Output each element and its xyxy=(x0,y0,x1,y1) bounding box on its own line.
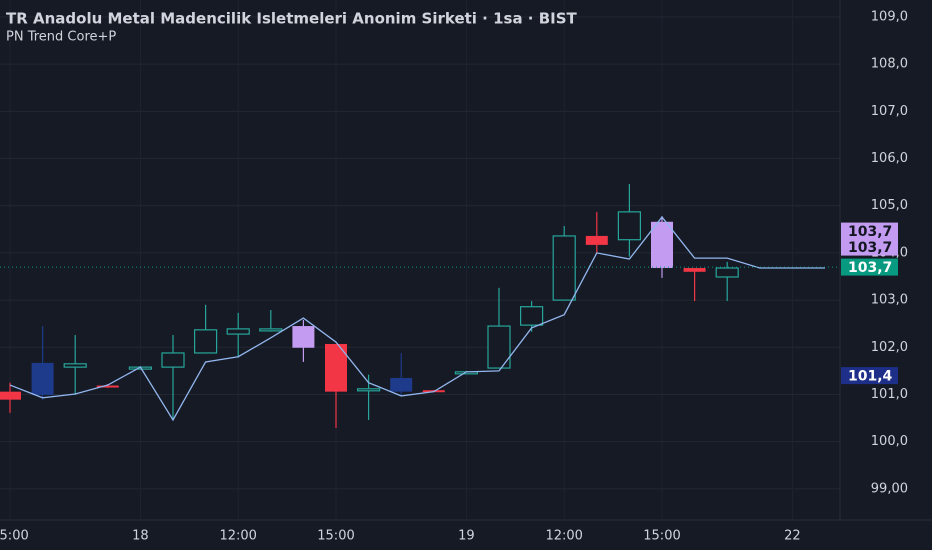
price-tag-label: 101,4 xyxy=(848,369,893,385)
candle-body xyxy=(357,388,381,392)
axis: 99,00100,0101,0102,0103,0104,0105,0106,0… xyxy=(0,9,908,543)
price-tag-label: 103,7 xyxy=(848,224,892,240)
candle-body xyxy=(651,221,673,269)
y-tick-label: 108,0 xyxy=(871,57,908,72)
candle-body xyxy=(226,328,250,335)
candle-body xyxy=(63,363,87,368)
x-tick-label: 12:00 xyxy=(219,529,256,544)
candle-body xyxy=(552,235,576,301)
grid xyxy=(0,0,840,520)
price-tag-label: 103,7 xyxy=(848,260,892,276)
candle-body xyxy=(161,352,185,368)
price-tag xyxy=(841,367,898,385)
candle-body xyxy=(325,343,347,392)
x-tick-label: 18 xyxy=(132,529,149,544)
price-tag xyxy=(841,238,898,256)
candle-body xyxy=(0,391,21,400)
candle-body xyxy=(683,268,706,272)
y-tick-label: 100,0 xyxy=(871,434,908,449)
trend-line xyxy=(9,216,825,422)
y-tick-label: 99,00 xyxy=(871,481,908,496)
x-tick-label: 15:00 xyxy=(643,529,680,544)
candle-body xyxy=(617,211,642,241)
chart-title: TR Anadolu Metal Madencilik Isletmeleri … xyxy=(6,10,578,28)
x-tick-label: 19 xyxy=(458,529,475,544)
y-tick-label: 107,0 xyxy=(871,104,908,119)
candle-body xyxy=(96,385,119,388)
candle-body xyxy=(292,326,315,348)
y-tick-label: 103,0 xyxy=(871,293,908,308)
candle-body xyxy=(487,325,511,369)
y-tick-label: 109,0 xyxy=(871,9,908,24)
candle-body xyxy=(715,267,739,278)
candle-body xyxy=(194,329,218,354)
candle-body xyxy=(585,235,608,245)
y-tick-label: 106,0 xyxy=(871,151,908,166)
candle-body xyxy=(390,377,413,392)
x-tick-label: 22 xyxy=(784,529,801,544)
price-tag xyxy=(841,222,898,240)
plot xyxy=(0,184,840,428)
candle-body xyxy=(259,328,283,332)
y-tick-label: 105,0 xyxy=(871,198,908,213)
candle-body xyxy=(31,362,54,395)
candle-body xyxy=(519,306,544,326)
x-tick-label: 15:00 xyxy=(317,529,354,544)
x-tick-label: 12:00 xyxy=(545,529,582,544)
y-tick-label: 101,0 xyxy=(871,387,908,402)
chart-subtitle: PN Trend Core+P xyxy=(6,30,116,45)
price-tag-label: 103,7 xyxy=(848,240,892,256)
y-tick-label: 102,0 xyxy=(871,340,908,355)
x-tick-label: 15:00 xyxy=(0,529,29,544)
price-tag xyxy=(841,258,898,276)
